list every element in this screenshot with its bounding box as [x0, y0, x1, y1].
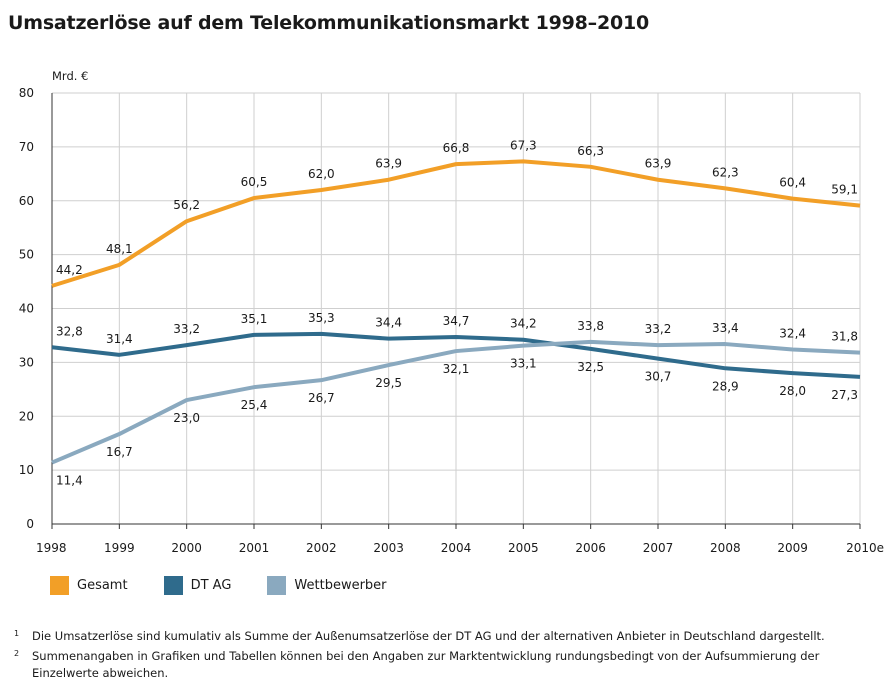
data-label: 11,4: [56, 474, 83, 488]
data-label: 28,9: [712, 379, 739, 393]
data-label: 28,0: [779, 384, 806, 398]
data-label: 32,4: [779, 326, 806, 340]
legend-swatch-gesamt: [50, 576, 69, 595]
x-tick-label: 2008: [710, 541, 741, 555]
legend-swatch-dt-ag: [163, 576, 183, 595]
y-tick-label: 50: [19, 248, 34, 262]
data-label: 32,8: [56, 324, 83, 338]
footnotes: 1 Die Umsatzerlöse sind kumulativ als Su…: [14, 628, 874, 685]
data-label: 63,9: [375, 157, 402, 171]
y-tick-label: 40: [19, 302, 34, 316]
data-label: 62,3: [712, 165, 739, 179]
footnote-text: Die Umsatzerlöse sind kumulativ als Summ…: [32, 629, 825, 643]
legend-item-wettbewerber: Wettbewerber: [267, 576, 387, 595]
footnote-number: 1: [14, 629, 20, 638]
legend-label-dt-ag: DT AG: [190, 578, 232, 593]
y-tick-label: 0: [26, 517, 34, 531]
x-tick-label: 2010e: [846, 541, 884, 555]
footnote-number: 2: [14, 649, 20, 658]
data-label: 35,3: [308, 311, 335, 325]
data-label: 62,0: [308, 167, 335, 181]
data-label: 23,0: [173, 411, 200, 425]
chart-title: Umsatzerlöse auf dem Telekommunikationsm…: [8, 12, 650, 34]
data-label: 60,4: [779, 176, 806, 190]
series-line-gesamt: [51, 159, 861, 288]
x-tick-label: 2009: [777, 541, 808, 555]
data-label: 33,8: [577, 319, 604, 333]
y-tick-label: 70: [19, 140, 34, 154]
data-label: 31,8: [831, 330, 858, 344]
y-tick-label: 60: [19, 194, 34, 208]
data-label: 44,2: [56, 263, 83, 277]
data-label: 56,2: [173, 198, 200, 212]
data-label: 33,2: [645, 322, 672, 336]
data-label: 60,5: [241, 175, 268, 189]
data-label: 34,7: [443, 314, 470, 328]
x-tick-label: 2006: [575, 541, 606, 555]
x-tick-label: 1998: [36, 541, 67, 555]
legend-label-gesamt: Gesamt: [77, 578, 128, 593]
legend-label-wettbewerber: Wettbewerber: [294, 578, 387, 593]
series-line-wettbewerber: [51, 339, 861, 465]
data-label: 33,1: [510, 357, 537, 371]
data-label: 34,4: [375, 316, 402, 330]
data-label: 34,2: [510, 317, 537, 331]
data-label: 25,4: [241, 398, 268, 412]
footnote-1: 1 Die Umsatzerlöse sind kumulativ als Su…: [14, 628, 874, 645]
y-tick-label: 10: [19, 463, 34, 477]
legend-item-gesamt: Gesamt: [50, 576, 128, 595]
data-label: 48,1: [106, 242, 133, 256]
legend-item-dt-ag: DT AG: [163, 576, 232, 595]
data-label: 26,7: [308, 391, 335, 405]
legend: Gesamt DT AG Wettbewerber: [50, 576, 423, 595]
data-label: 27,3: [831, 388, 858, 402]
data-label: 63,9: [645, 157, 672, 171]
legend-swatch-wettbewerber: [267, 576, 287, 595]
footnote-2: 2 Summenangaben in Grafiken und Tabellen…: [14, 648, 874, 682]
x-tick-label: 2000: [171, 541, 202, 555]
data-label: 32,5: [577, 360, 604, 374]
data-label: 30,7: [645, 370, 672, 384]
x-tick-label: 2002: [306, 541, 337, 555]
data-label: 31,4: [106, 332, 133, 346]
data-label: 66,3: [577, 144, 604, 158]
x-tick-label: 2003: [373, 541, 404, 555]
data-label: 59,1: [831, 183, 858, 197]
series-line-dt-ag: [51, 331, 861, 379]
data-label: 16,7: [106, 445, 133, 459]
data-label: 66,8: [443, 141, 470, 155]
y-tick-label: 80: [19, 86, 34, 100]
data-label: 35,1: [241, 312, 268, 326]
data-label: 33,2: [173, 322, 200, 336]
data-label: 32,1: [443, 362, 470, 376]
footnote-text: Summenangaben in Grafiken und Tabellen k…: [32, 649, 820, 680]
x-tick-label: 1999: [104, 541, 135, 555]
y-tick-label: 30: [19, 355, 34, 369]
x-tick-label: 2005: [508, 541, 539, 555]
data-label: 67,3: [510, 138, 537, 152]
x-tick-label: 2004: [441, 541, 472, 555]
y-axis-label: Mrd. €: [52, 69, 88, 83]
x-tick-label: 2001: [239, 541, 270, 555]
x-tick-label: 2007: [643, 541, 674, 555]
data-label: 33,4: [712, 321, 739, 335]
data-label: 29,5: [375, 376, 402, 390]
y-tick-label: 20: [19, 409, 34, 423]
